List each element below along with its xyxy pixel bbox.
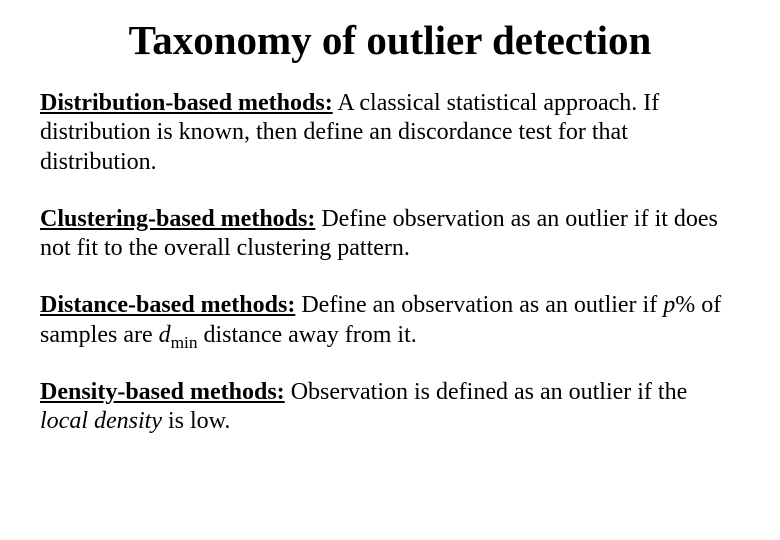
page-title: Taxonomy of outlier detection — [40, 18, 740, 63]
subscript-min: min — [171, 332, 198, 351]
method-clustering: Clustering-based methods: Define observa… — [40, 205, 740, 264]
method-name: Distribution-based methods: — [40, 90, 333, 116]
method-name: Density-based methods: — [40, 379, 285, 405]
method-name: Clustering-based methods: — [40, 206, 315, 232]
method-density: Density-based methods: Observation is de… — [40, 378, 740, 437]
method-body-post: distance away from it. — [198, 322, 417, 348]
variable-p: p — [663, 292, 675, 318]
method-distribution: Distribution-based methods: A classical … — [40, 89, 740, 177]
emphasis-local-density: local density — [40, 408, 162, 434]
method-distance: Distance-based methods: Define an observ… — [40, 291, 740, 350]
variable-d: d — [159, 322, 171, 348]
method-name: Distance-based methods: — [40, 292, 295, 318]
method-body-pre: Define an observation as an outlier if — [295, 292, 663, 318]
method-body-pre: Observation is defined as an outlier if … — [285, 379, 688, 405]
method-body-post: is low. — [162, 408, 230, 434]
slide: Taxonomy of outlier detection Distributi… — [0, 0, 780, 540]
